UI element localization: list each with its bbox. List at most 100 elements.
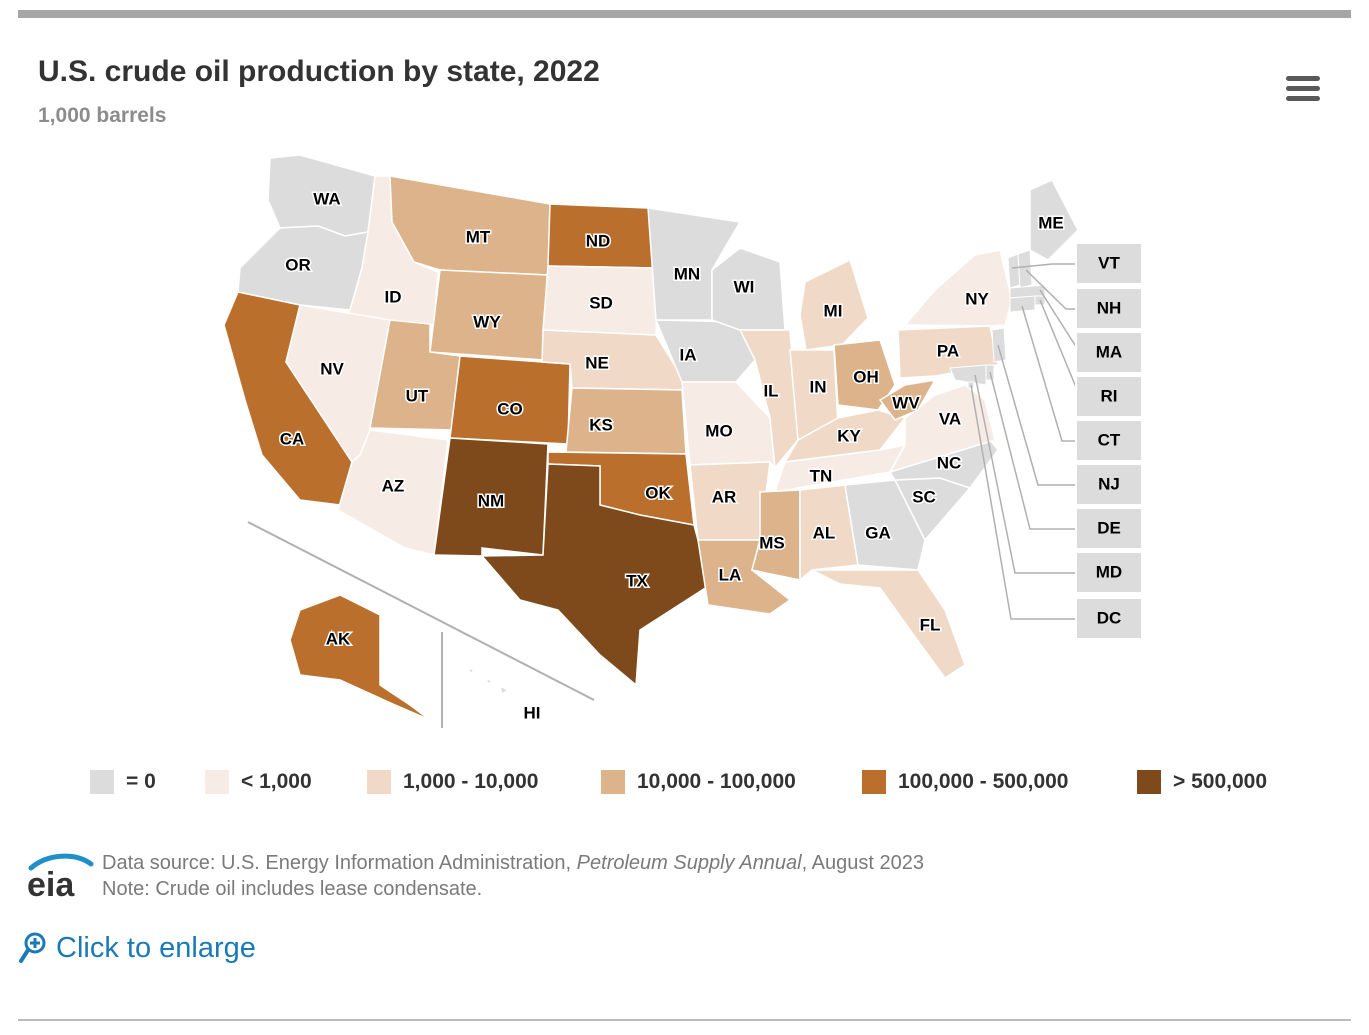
state-label: MO	[705, 421, 732, 440]
state-label: OH	[853, 367, 879, 386]
legend-label: 100,000 - 500,000	[898, 770, 1069, 793]
state-me[interactable]	[1029, 179, 1079, 261]
callout-label: NJ	[1098, 474, 1120, 493]
state-nm[interactable]	[433, 437, 549, 557]
callout-leader-line	[997, 344, 1076, 486]
callout-box-ct[interactable]	[1075, 419, 1143, 462]
callout-label: CT	[1098, 430, 1121, 449]
state-ny[interactable]	[903, 249, 1013, 327]
state-label: PA	[937, 341, 959, 360]
legend-label: 1,000 - 10,000	[403, 770, 539, 793]
callout-label: MD	[1096, 562, 1122, 581]
legend-item: > 500,000	[1137, 766, 1267, 798]
state-label: AZ	[382, 476, 405, 495]
state-ak[interactable]	[289, 594, 431, 721]
legend-item: = 0	[90, 766, 156, 798]
legend-swatch	[862, 770, 886, 794]
zoom-in-icon	[19, 932, 46, 963]
svg-text:eia: eia	[27, 866, 75, 900]
eia-logo: eia	[27, 853, 94, 900]
callout-box-ri[interactable]	[1075, 375, 1143, 418]
state-wv[interactable]	[878, 379, 937, 421]
state-label: AK	[326, 629, 351, 648]
state-label: OR	[285, 255, 311, 274]
source-prefix: Data source: U.S. Energy Information Adm…	[102, 852, 577, 874]
state-md[interactable]	[949, 364, 987, 386]
callout-label: DC	[1097, 608, 1122, 627]
callout-leader-line	[1039, 299, 1082, 398]
state-ks[interactable]	[565, 387, 687, 455]
source-suffix: , August 2023	[801, 852, 924, 874]
state-label: CO	[497, 399, 523, 418]
callout-box-vt[interactable]	[1075, 242, 1143, 285]
state-il[interactable]	[738, 329, 799, 470]
state-va[interactable]	[888, 384, 996, 474]
callout-leader-line	[974, 374, 1076, 574]
state-label: AL	[813, 523, 836, 542]
legend-label: > 500,000	[1173, 770, 1268, 793]
state-label: NV	[320, 359, 344, 378]
callout-box-ma[interactable]	[1075, 331, 1143, 374]
callout-leader-line	[1011, 263, 1076, 269]
legend-label: < 1,000	[241, 770, 312, 793]
inset-divider	[247, 521, 595, 701]
legend-item: 100,000 - 500,000	[862, 766, 1068, 798]
state-label: NC	[937, 453, 962, 472]
hamburger-menu-icon[interactable]	[1286, 76, 1322, 104]
state-ms[interactable]	[751, 489, 801, 581]
state-mt[interactable]	[389, 175, 551, 276]
state-label: UT	[406, 386, 429, 405]
state-label: NY	[965, 289, 989, 308]
state-label: ND	[586, 231, 611, 250]
state-ct[interactable]	[1009, 295, 1036, 313]
state-label: CA	[280, 429, 305, 448]
state-label: NE	[585, 353, 609, 372]
state-nh[interactable]	[1017, 249, 1033, 289]
legend-swatch	[367, 770, 391, 794]
data-source-line: Data source: U.S. Energy Information Adm…	[102, 850, 924, 876]
state-label: AR	[712, 487, 737, 506]
state-label: MT	[466, 227, 491, 246]
callout-box-nj[interactable]	[1075, 463, 1143, 506]
callout-label: VT	[1098, 253, 1120, 272]
legend-item: < 1,000	[205, 766, 312, 798]
state-ga[interactable]	[844, 479, 926, 571]
state-fl[interactable]	[811, 569, 966, 680]
callout-label: NH	[1097, 298, 1122, 317]
state-label: WV	[892, 393, 920, 412]
legend-swatch	[90, 770, 114, 794]
chart-title: U.S. crude oil production by state, 2022	[38, 55, 600, 88]
state-label: IA	[680, 345, 697, 364]
legend-label: = 0	[126, 770, 156, 793]
state-nj[interactable]	[991, 327, 1007, 363]
state-label: MS	[759, 533, 785, 552]
state-label: SC	[912, 487, 936, 506]
state-al[interactable]	[799, 484, 859, 582]
state-hi[interactable]	[466, 666, 510, 696]
state-label: MN	[674, 264, 700, 283]
state-label: VA	[939, 409, 961, 428]
callout-box-nh[interactable]	[1075, 287, 1143, 330]
state-label: WY	[473, 312, 501, 331]
callout-box-de[interactable]	[1075, 507, 1143, 550]
click-to-enlarge-link[interactable]: Click to enlarge	[18, 928, 256, 968]
callout-box-dc[interactable]	[1075, 597, 1143, 640]
legend-item: 10,000 - 100,000	[601, 766, 796, 798]
state-label: ME	[1038, 213, 1064, 232]
state-tx[interactable]	[480, 463, 711, 687]
state-label: WA	[313, 189, 340, 208]
callout-box-md[interactable]	[1075, 551, 1143, 594]
state-label: SD	[589, 293, 613, 312]
state-label: OK	[645, 483, 671, 502]
state-label: KS	[589, 415, 613, 434]
state-label: ID	[385, 287, 402, 306]
state-az[interactable]	[337, 429, 449, 556]
state-label: FL	[920, 615, 941, 634]
state-label: MI	[824, 301, 843, 320]
state-label: TN	[810, 466, 833, 485]
source-publication: Petroleum Supply Annual	[576, 852, 802, 874]
state-label: IL	[763, 381, 778, 400]
state-label: TX	[626, 571, 648, 590]
state-label: GA	[865, 523, 891, 542]
state-label: WI	[734, 277, 755, 296]
